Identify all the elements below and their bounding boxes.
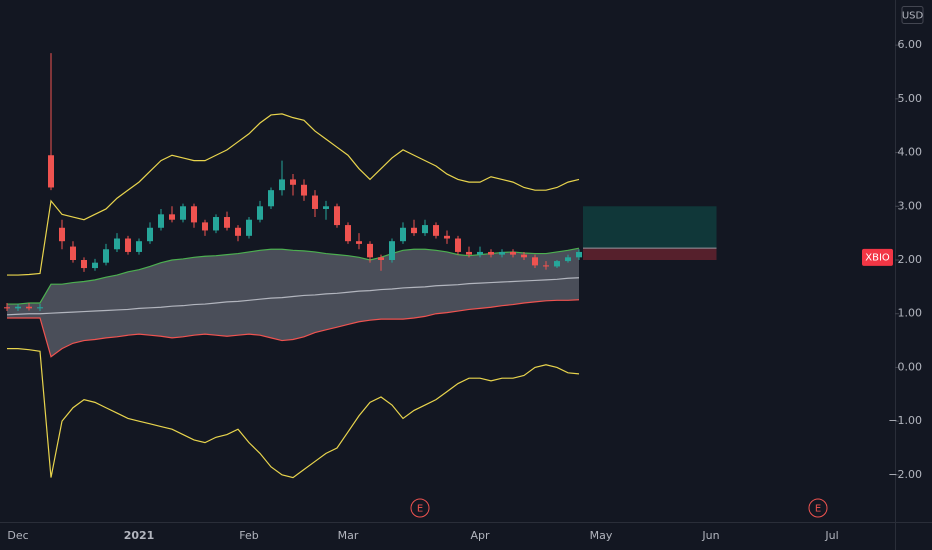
indicator-line xyxy=(7,348,580,479)
candle-body xyxy=(521,254,527,258)
candle-body xyxy=(125,238,131,252)
candle-body xyxy=(433,225,439,236)
candle-body xyxy=(26,306,32,309)
currency-label: USD xyxy=(902,11,924,22)
candle-body xyxy=(191,206,197,223)
earnings-label: E xyxy=(815,504,821,515)
candle-body xyxy=(92,262,98,269)
x-tick-label: Jul xyxy=(824,529,838,542)
y-tick-label: −2.00 xyxy=(888,468,922,481)
candle-body xyxy=(532,257,538,266)
candle-body xyxy=(488,251,494,255)
candle-body xyxy=(301,184,307,196)
candle-body xyxy=(455,238,461,252)
candle-body xyxy=(37,307,43,309)
candle-body xyxy=(235,227,241,236)
candle-body xyxy=(147,227,153,242)
candle-body xyxy=(543,265,549,267)
price-tag-label: XBIO xyxy=(865,252,890,263)
earnings-marker[interactable] xyxy=(808,498,828,518)
indicator-line xyxy=(7,247,580,305)
candle-body xyxy=(499,251,505,255)
x-tick-label: Apr xyxy=(470,529,490,542)
candle-body xyxy=(554,261,560,267)
candle-body xyxy=(81,260,87,269)
x-tick-label: Mar xyxy=(338,529,359,542)
candle-body xyxy=(103,249,109,263)
profit-zone xyxy=(583,206,717,249)
x-tick-label: May xyxy=(590,529,613,542)
y-tick-label: 1.00 xyxy=(898,307,923,320)
candle-body xyxy=(444,235,450,239)
candle-body xyxy=(400,227,406,242)
candle-body xyxy=(290,179,296,185)
candle-body xyxy=(334,206,340,226)
candle-body xyxy=(268,190,274,207)
currency-box[interactable] xyxy=(901,6,924,24)
earnings-label: E xyxy=(417,504,423,515)
candle-body xyxy=(323,206,329,209)
y-tick-label: 3.00 xyxy=(898,199,923,212)
candle-body xyxy=(279,179,285,191)
candle-body xyxy=(15,306,21,309)
candle-body xyxy=(70,246,76,260)
candle-body xyxy=(312,195,318,209)
candle-body xyxy=(59,227,65,242)
x-tick-label: 2021 xyxy=(124,529,155,542)
candle-body xyxy=(48,155,54,188)
indicator-line xyxy=(6,277,580,316)
loss-zone xyxy=(583,248,717,260)
candle-body xyxy=(257,206,263,220)
price-tag xyxy=(862,248,893,266)
candle-body xyxy=(158,214,164,228)
y-tick-label: −1.00 xyxy=(888,414,922,427)
candle-body xyxy=(4,307,10,309)
candle-body xyxy=(224,217,230,228)
candle-body xyxy=(389,241,395,260)
x-tick-label: Feb xyxy=(239,529,258,542)
band-fill xyxy=(7,248,579,357)
candle-body xyxy=(114,238,120,250)
candle-body xyxy=(510,251,516,255)
candle-body xyxy=(345,225,351,242)
y-tick-label: 6.00 xyxy=(898,38,923,51)
candle-body xyxy=(213,217,219,231)
candle-body xyxy=(422,225,428,234)
candle-body xyxy=(246,219,252,236)
candle-body xyxy=(356,241,362,244)
candle-body xyxy=(180,206,186,220)
indicator-line xyxy=(7,299,580,358)
candle-body xyxy=(136,241,142,252)
candle-body xyxy=(576,251,582,258)
candle-body xyxy=(169,214,175,220)
candle-body xyxy=(466,251,472,255)
candle-body xyxy=(202,222,208,231)
x-tick-label: Jun xyxy=(701,529,719,542)
y-tick-label: 4.00 xyxy=(898,146,923,159)
candle-body xyxy=(378,257,384,260)
indicator-line xyxy=(7,113,580,276)
x-tick-label: Dec xyxy=(7,529,28,542)
y-tick-label: 0.00 xyxy=(898,360,923,373)
earnings-marker[interactable] xyxy=(410,498,430,518)
y-tick-label: 2.00 xyxy=(898,253,923,266)
candle-body xyxy=(565,257,571,262)
candle-body xyxy=(477,251,483,255)
candle-body xyxy=(411,227,417,234)
y-tick-label: 5.00 xyxy=(898,92,923,105)
candle-body xyxy=(367,243,373,258)
